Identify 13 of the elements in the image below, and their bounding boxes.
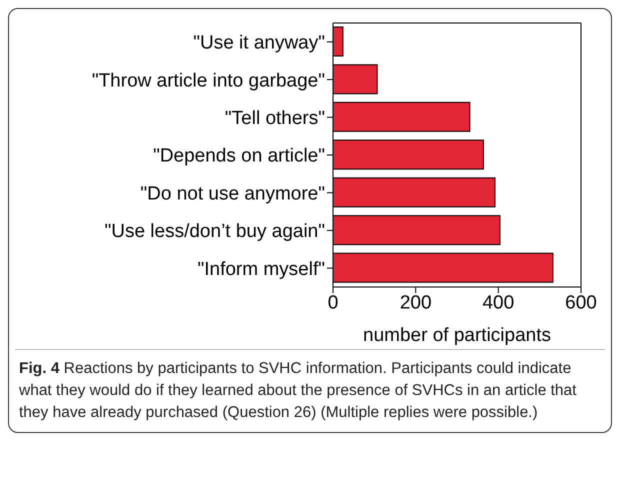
y-tick-label: "Use less/don’t buy again": [104, 221, 325, 242]
y-tick-label: "Tell others": [224, 108, 325, 130]
y-tick-label: "Use it anyway": [193, 32, 325, 54]
y-tick-label: "Throw article into garbage": [92, 70, 325, 92]
x-tick-label: 0: [328, 292, 338, 314]
caption: Fig. 4 Reactions by participants to SVHC information. Participants could indicate what they would do if they learned about the presence of SVHCs in an article that they have already purchased (Question 26) (Multiple replies were possible.): [15, 349, 605, 424]
x-tick-label: 200: [400, 292, 432, 314]
x-tick-label: 400: [482, 292, 514, 314]
y-tick-label: "Inform myself": [197, 258, 325, 280]
y-tick-label: "Depends on article": [153, 146, 325, 167]
y-tick-label: "Do not use anymore": [140, 183, 325, 204]
x-axis-title: number of participants: [363, 325, 551, 346]
x-tick-label: 600: [565, 292, 597, 314]
